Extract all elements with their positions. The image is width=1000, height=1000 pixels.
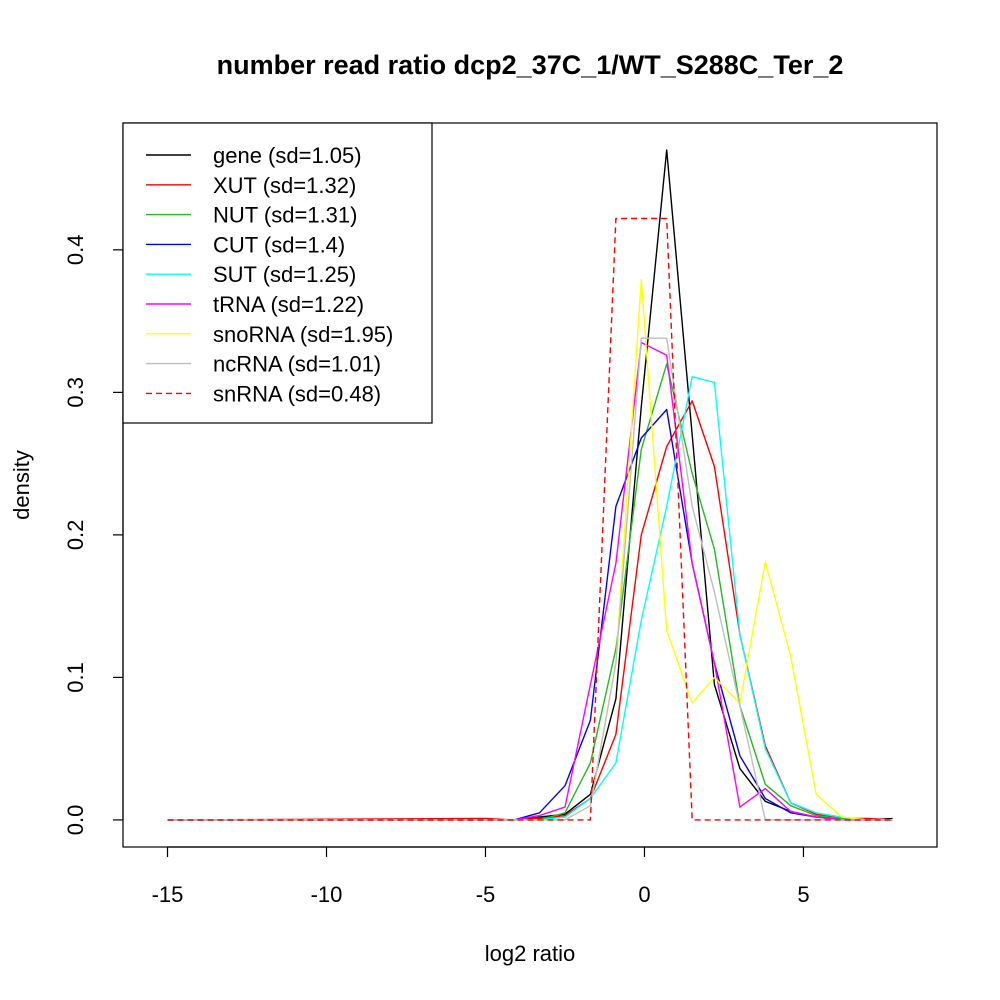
series-line-sut (167, 376, 893, 821)
x-tick-label: -5 (476, 882, 496, 907)
legend-label-snorna: snoRNA (sd=1.95) (213, 322, 393, 347)
y-tick-label: 0.1 (63, 662, 88, 693)
legend-label-nut: NUT (sd=1.31) (213, 203, 357, 228)
legend-label-xut: XUT (sd=1.32) (213, 173, 356, 198)
y-tick-label: 0.0 (63, 805, 88, 836)
legend-label-ncrna: ncRNA (sd=1.01) (213, 352, 381, 377)
series-line-nut (167, 363, 893, 821)
series-line-cut (167, 408, 893, 821)
x-axis-title: log2 ratio (485, 941, 576, 966)
y-tick-label: 0.2 (63, 520, 88, 551)
x-tick-label: -15 (152, 882, 184, 907)
legend-label-gene: gene (sd=1.05) (213, 143, 362, 168)
x-axis: -15 -10 -5 0 5 (152, 846, 810, 907)
legend-label-cut: CUT (sd=1.4) (213, 232, 345, 257)
legend: gene (sd=1.05) XUT (sd=1.32) NUT (sd=1.31)… (122, 122, 433, 424)
y-tick-label: 0.3 (63, 377, 88, 408)
series-line-trna (167, 341, 893, 821)
series-line-snrna (167, 217, 893, 821)
y-axis-title: density (9, 450, 34, 520)
legend-box (122, 122, 433, 424)
y-tick-label: 0.4 (63, 235, 88, 266)
legend-label-sut: SUT (sd=1.25) (213, 262, 356, 287)
x-tick-label: 0 (638, 882, 650, 907)
y-axis: 0.0 0.1 0.2 0.3 0.4 (63, 235, 124, 836)
legend-label-snrna: snRNA (sd=0.48) (213, 381, 381, 406)
x-tick-label: 5 (797, 882, 809, 907)
series-layer (167, 149, 893, 821)
x-tick-label: -10 (311, 882, 343, 907)
chart-title: number read ratio dcp2_37C_1/WT_S288C_Te… (217, 50, 844, 80)
legend-label-trna: tRNA (sd=1.22) (213, 292, 364, 317)
series-line-xut (167, 400, 893, 821)
